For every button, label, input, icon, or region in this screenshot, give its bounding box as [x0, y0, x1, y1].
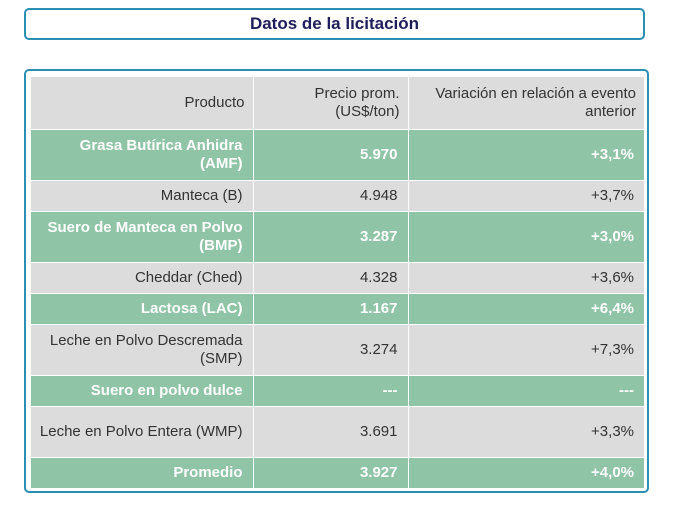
table-row: Lactosa (LAC) 1.167 +6,4% — [31, 293, 644, 325]
cell-precio: 4.328 — [252, 262, 408, 294]
table-row: Grasa Butírica Anhidra (AMF) 5.970 +3,1% — [31, 129, 644, 181]
cell-producto: Manteca (B) — [31, 180, 253, 212]
table-row: Suero de Manteca en Polvo (BMP) 3.287 +3… — [31, 211, 644, 263]
cell-producto: Suero en polvo dulce — [31, 375, 253, 407]
cell-precio: 4.948 — [252, 180, 408, 212]
header-precio: Precio prom. (US$/ton) — [252, 76, 408, 130]
cell-producto: Lactosa (LAC) — [31, 293, 253, 325]
cell-producto: Suero de Manteca en Polvo (BMP) — [31, 211, 253, 263]
cell-variacion: +3,1% — [407, 129, 644, 181]
cell-variacion: +6,4% — [407, 293, 644, 325]
cell-variacion: +7,3% — [407, 324, 644, 376]
cell-producto: Leche en Polvo Descremada (SMP) — [31, 324, 253, 376]
tender-data-table: Producto Precio prom. (US$/ton) Variació… — [31, 76, 644, 488]
table-header-row: Producto Precio prom. (US$/ton) Variació… — [31, 76, 644, 130]
cell-producto: Promedio — [31, 457, 253, 488]
header-producto: Producto — [31, 76, 253, 130]
cell-variacion: --- — [407, 375, 644, 407]
cell-variacion: +3,7% — [407, 180, 644, 212]
cell-variacion: +4,0% — [407, 457, 644, 488]
table-row: Manteca (B) 4.948 +3,7% — [31, 180, 644, 212]
table-row-average: Promedio 3.927 +4,0% — [31, 457, 644, 488]
cell-precio: 1.167 — [252, 293, 408, 325]
cell-precio: 3.274 — [252, 324, 408, 376]
cell-variacion: +3,3% — [407, 406, 644, 458]
cell-variacion: +3,6% — [407, 262, 644, 294]
table-row: Leche en Polvo Entera (WMP) 3.691 +3,3% — [31, 406, 644, 458]
cell-precio: 5.970 — [252, 129, 408, 181]
table-title: Datos de la licitación — [24, 8, 645, 40]
cell-producto: Cheddar (Ched) — [31, 262, 253, 294]
table-row: Cheddar (Ched) 4.328 +3,6% — [31, 262, 644, 294]
header-variacion: Variación en relación a evento anterior — [407, 76, 644, 130]
cell-producto: Leche en Polvo Entera (WMP) — [31, 406, 253, 458]
table-row: Leche en Polvo Descremada (SMP) 3.274 +7… — [31, 324, 644, 376]
cell-precio: --- — [252, 375, 408, 407]
cell-precio: 3.287 — [252, 211, 408, 263]
cell-variacion: +3,0% — [407, 211, 644, 263]
table-row: Suero en polvo dulce --- --- — [31, 375, 644, 407]
cell-precio: 3.927 — [252, 457, 408, 488]
cell-producto: Grasa Butírica Anhidra (AMF) — [31, 129, 253, 181]
data-table-container: Producto Precio prom. (US$/ton) Variació… — [24, 69, 649, 493]
cell-precio: 3.691 — [252, 406, 408, 458]
